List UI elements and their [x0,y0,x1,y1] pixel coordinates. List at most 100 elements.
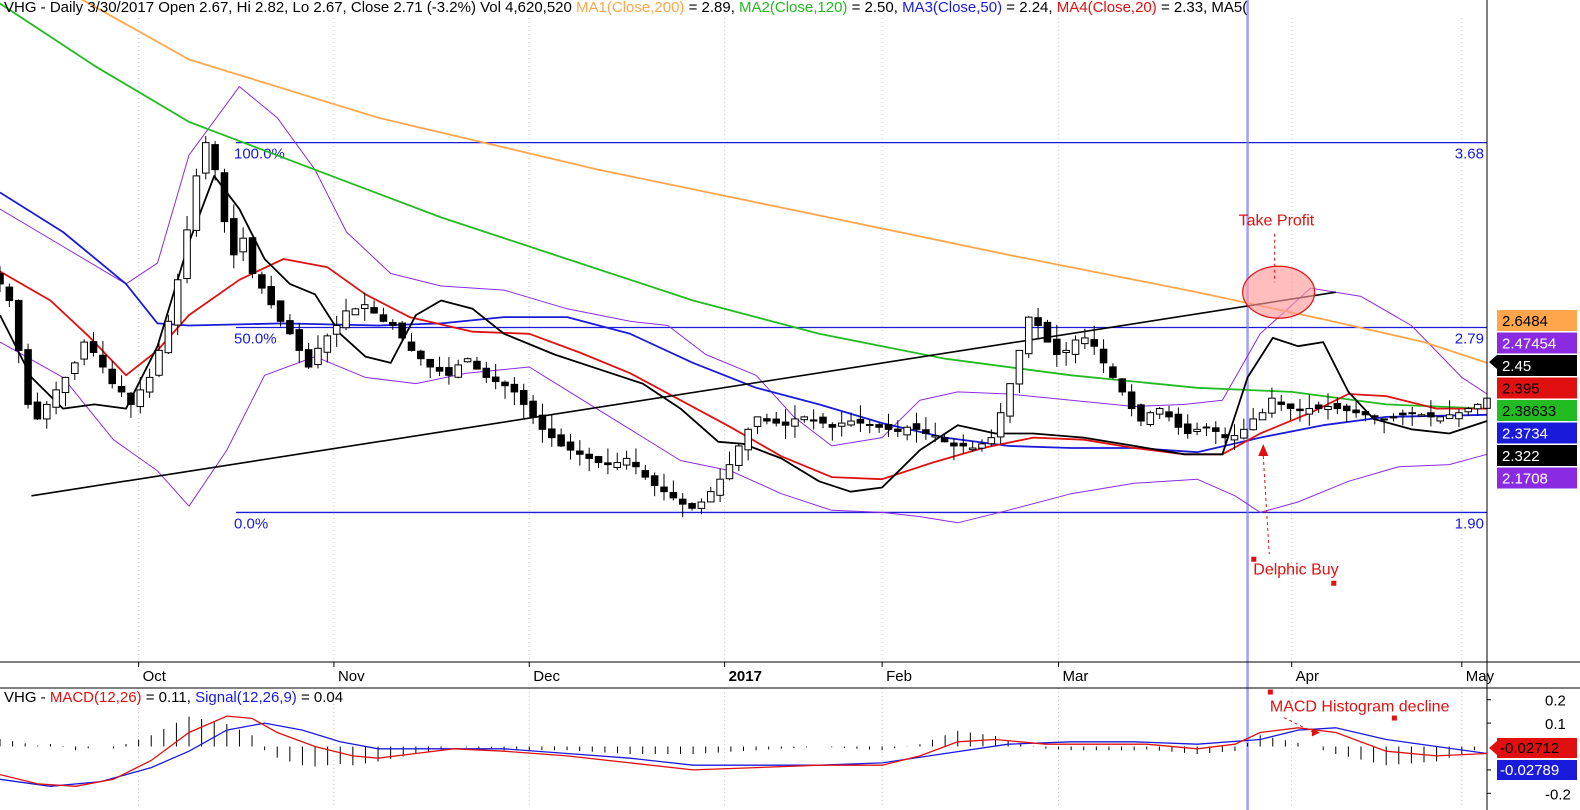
candle [753,416,762,435]
candle-body [426,358,434,368]
candle-body [566,441,575,451]
delphic-buy-dot-right [1331,580,1337,586]
candle-body [613,462,622,469]
candle-body [145,376,154,393]
candle-body [1090,339,1098,347]
price-badge-2.322: 2.322 [1502,448,1540,465]
candle-body [1361,411,1370,416]
candle [650,472,659,497]
candle-body [1333,402,1342,410]
candle [417,349,425,366]
candle [1408,406,1416,426]
candle [201,136,210,180]
candle-body [753,416,762,427]
candle [678,493,687,518]
candle-body [1296,408,1304,412]
candle-body [52,389,60,408]
candle [286,314,294,336]
price-badge-2.38633: 2.38633 [1502,403,1556,420]
candle-body [548,428,556,439]
candle [1464,406,1473,416]
candle [865,419,874,434]
candle-body [1342,405,1351,412]
candle [276,300,285,327]
candle [1118,378,1127,396]
price-badge-2.1708: 2.1708 [1502,471,1548,488]
candle-body [61,376,70,394]
candle [145,368,154,398]
candle [828,422,837,441]
candle [1174,407,1183,435]
candle-body [435,366,444,372]
candle-body [14,299,23,351]
candle [1090,325,1098,355]
candle [1305,394,1314,426]
candle [1249,407,1257,431]
candle-body [828,424,837,428]
candle [1417,412,1426,417]
candle [136,377,145,414]
candle [482,361,491,383]
candle-body [1034,317,1042,326]
candle [1296,398,1304,422]
ma1-value: = 2.89, [684,0,740,16]
candle [519,383,528,419]
candle-body [996,412,1005,438]
candle-body [445,367,453,376]
macd-arrow-head [1311,728,1320,737]
candle [1137,403,1145,427]
candle [1333,397,1342,415]
candle [772,411,781,427]
bollinger-upper-line [0,86,1488,447]
candle-body [332,324,341,335]
x-tick-label-oct: Oct [143,668,167,685]
take-profit-ellipse [1242,265,1316,319]
macd-axis-label: 0.2 [1545,693,1566,710]
candle [641,464,650,480]
ma3-value: = 2.24, [1002,0,1057,16]
current-price-pointer [1489,355,1497,369]
candle-body [89,341,98,353]
candle [230,204,238,269]
ma2-label: MA2(Close,120) [739,0,848,16]
candle [89,331,98,357]
candle [744,427,752,461]
candle-body [398,322,406,339]
candle-body [1277,401,1286,405]
candle [1445,400,1454,420]
candle [1436,416,1445,424]
candle-body [370,307,378,314]
candle-body [1081,337,1089,345]
candle [1286,403,1295,420]
candle [454,359,463,379]
candle-body [557,434,565,447]
candle [576,440,584,466]
candle [1109,363,1117,380]
candle-body [239,237,247,253]
candle [52,381,60,415]
ma1-label: MA1(Close,200) [576,0,685,16]
candle-body [80,341,88,360]
candle-body [1099,348,1108,364]
candle [1342,403,1351,423]
candle [632,448,640,475]
candle [716,468,724,502]
candle [117,375,126,398]
candle-body [482,367,491,378]
candle-body [978,443,986,449]
candle [856,405,865,432]
candle-body [1230,435,1239,441]
candle [127,392,135,418]
candle [791,405,799,438]
candle-body [155,349,163,376]
candle-body [501,381,509,387]
candle [819,413,827,429]
macd-badge-bg [1497,760,1577,780]
ma2-value: = 2.50, [847,0,903,16]
candle-body [763,418,771,422]
fib-value-2.79: 2.79 [1455,331,1484,348]
candle [594,455,603,468]
ma20-line [0,258,1487,481]
candle [33,392,42,421]
candle-body [922,429,930,434]
